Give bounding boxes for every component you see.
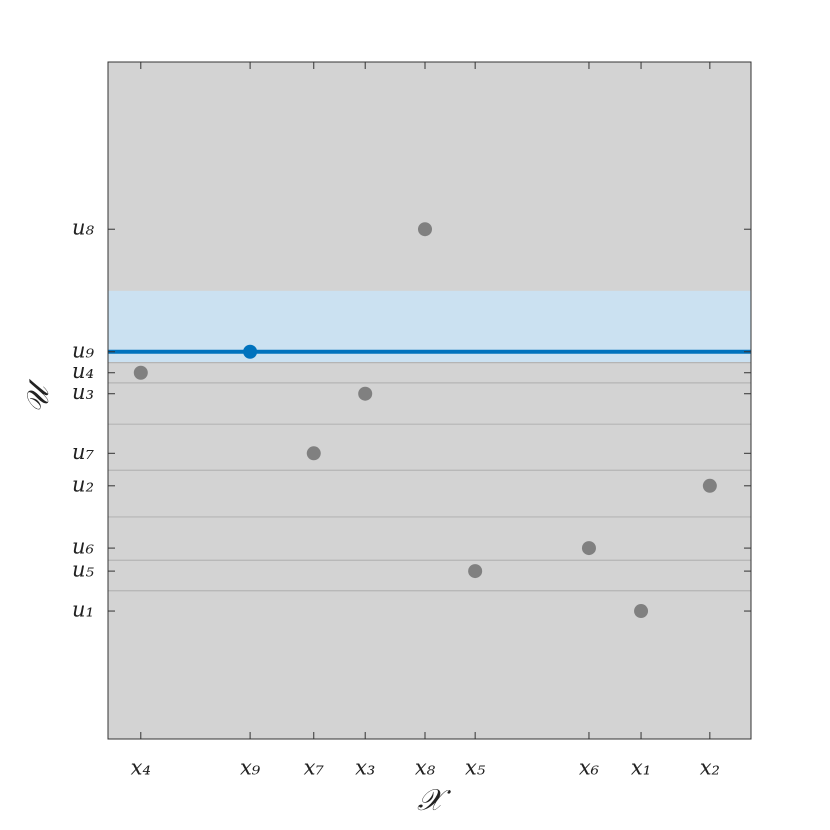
y-axis-label: 𝒰	[21, 379, 56, 414]
y-tick-label: u₃	[72, 380, 94, 404]
point	[702, 478, 717, 493]
y-tick-label: u₂	[72, 472, 94, 496]
x-tick-label: x₁	[631, 756, 651, 780]
x-tick-label: x₇	[304, 756, 325, 780]
point	[133, 365, 148, 380]
point	[634, 604, 649, 619]
plot-area	[108, 62, 751, 739]
y-tick-label: u₉	[72, 338, 95, 362]
plot-frame	[107, 61, 752, 740]
y-tick-label: u₁	[72, 598, 94, 622]
x-tick-label: x₈	[415, 756, 436, 780]
y-tick-label: u₆	[72, 535, 95, 559]
x-tick-label: x₃	[355, 756, 375, 780]
y-tick-label: u₇	[72, 440, 95, 464]
point	[468, 564, 483, 579]
point	[306, 446, 321, 461]
x-tick-label: x₅	[465, 756, 486, 780]
point	[358, 386, 373, 401]
y-tick-label: u₅	[72, 558, 95, 582]
x-tick-label: x₄	[131, 756, 151, 780]
y-tick-label: u₈	[72, 216, 95, 240]
point	[417, 222, 432, 237]
x-axis-label: 𝒳	[417, 783, 451, 818]
x-tick-label: x₆	[579, 756, 600, 780]
point	[581, 541, 596, 556]
point	[243, 344, 258, 359]
x-tick-label: x₉	[240, 756, 261, 780]
x-tick-label: x₂	[700, 756, 720, 780]
y-tick-label: u₄	[72, 359, 94, 383]
